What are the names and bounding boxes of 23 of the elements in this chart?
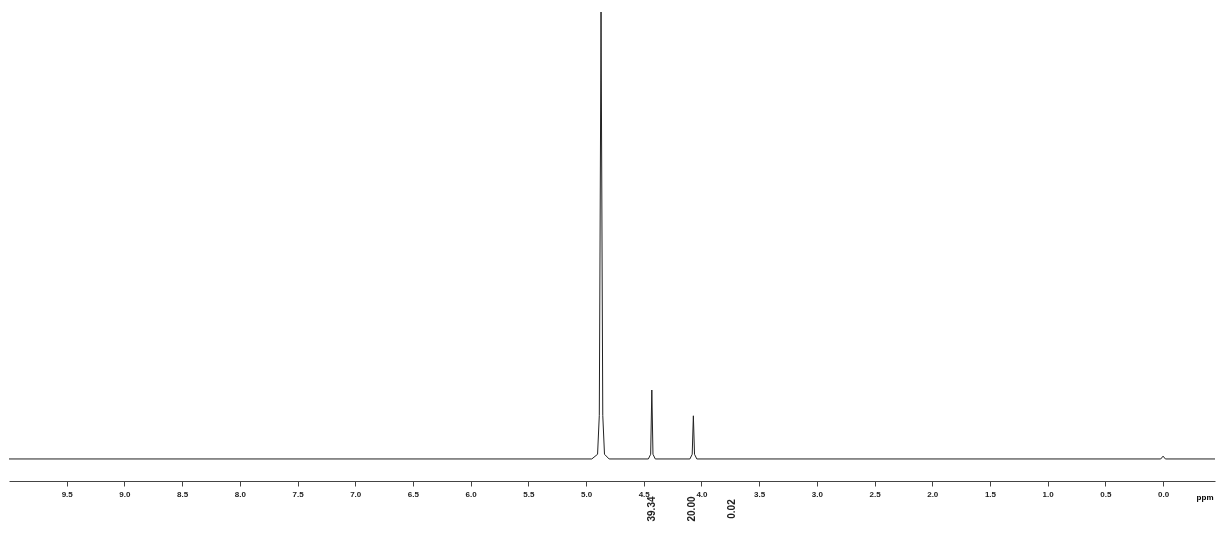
text: 20.00	[686, 496, 697, 522]
x-axis-title: ppm	[1196, 492, 1214, 502]
text: 39.34	[646, 496, 657, 522]
text: 0.02	[726, 498, 737, 519]
x-tick-label: 7.5	[292, 489, 305, 499]
x-tick-label: 3.0	[811, 489, 824, 499]
x-tick-label: 3.5	[754, 489, 766, 499]
x-tick-label: 2.0	[927, 489, 939, 499]
x-tick-label: 2.5	[869, 489, 882, 499]
x-tick-label: 0.0	[1158, 489, 1170, 499]
x-tick-label: 4.0	[696, 489, 709, 499]
x-tick-label: 9.0	[119, 489, 132, 499]
x-tick-label: 6.0	[465, 489, 478, 499]
x-tick-label: 8.5	[177, 489, 189, 499]
x-tick-label: 6.5	[407, 489, 420, 499]
x-tick-label: 7.0	[350, 489, 362, 499]
x-tick-label: 8.0	[234, 489, 247, 499]
x-tick-label: 9.5	[61, 489, 74, 499]
x-tick-label: 1.5	[984, 489, 997, 499]
x-tick-label: 0.5	[1100, 489, 1112, 499]
x-tick-label: 5.0	[580, 489, 593, 499]
x-tick-label: 5.5	[523, 489, 535, 499]
x-tick-label: 1.0	[1042, 489, 1055, 499]
